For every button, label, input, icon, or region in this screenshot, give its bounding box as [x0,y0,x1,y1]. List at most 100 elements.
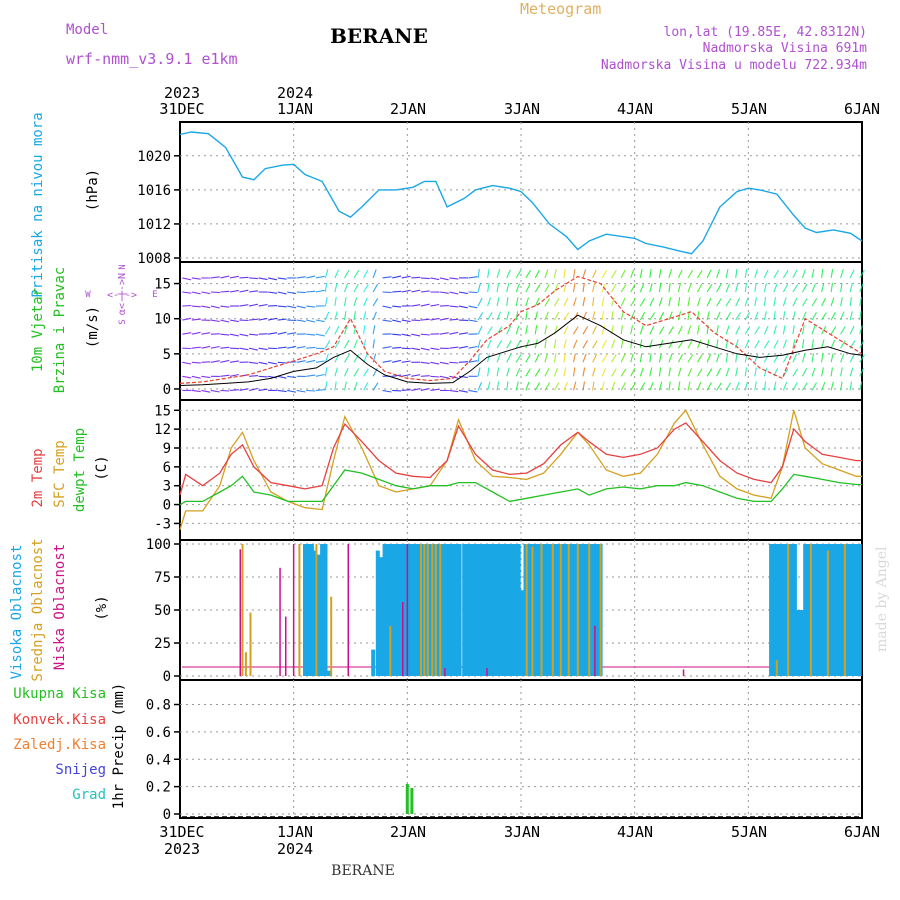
wind-barb [544,298,550,307]
wind-barb [744,269,748,278]
wind-barb [639,283,645,293]
cloud-bar-high [409,544,414,676]
wind-barb [630,353,634,363]
wind-barb [439,332,449,335]
wind-barbs [182,268,865,393]
wind-barb [343,297,347,307]
wind-barb [582,311,587,321]
wind-barb [411,304,421,307]
wind-barb [611,270,617,279]
wind-barb [735,353,738,363]
wind-barb [620,297,626,307]
wind-barb [582,340,588,349]
wind-barb [620,339,624,349]
wind-barb [477,325,483,335]
top-tick-31dec: 31DEC [159,100,204,118]
cloud-bar-high [323,544,328,676]
cloud-panel: 0 25 50 75 100 [146,537,863,685]
wind-barb [544,311,549,321]
wind-barb [334,367,338,377]
cloud-bar-mid [843,544,846,676]
wind-barb [744,311,751,321]
wind-barb [344,354,350,363]
wind-barb [630,269,635,279]
wind-barb [611,368,617,377]
wind-barb [553,382,560,391]
cloud-bar-mid [244,652,247,676]
wind-barb [553,339,557,349]
cloud-bar-mid [241,544,244,676]
model-name: wrf-nmm_v3.9.1 e1km [66,50,238,68]
pressure-ytick-label: 1012 [137,217,171,233]
wind-barb [525,270,531,279]
wind-barb [801,339,805,349]
wind-barb [582,353,587,363]
wind-barb [592,325,597,335]
wind-barb [630,368,636,377]
wind-barb [487,269,490,278]
wind-barb [735,325,741,335]
cloud-bar-high [792,544,797,676]
wind-barb [572,269,576,278]
wind-barb [782,283,789,293]
model-elevation-label: Nadmorska Visina u modelu 722.934m [601,58,867,73]
cloud-bar-high [830,544,835,676]
wind-barb [716,339,719,349]
wind-barb [324,381,328,391]
wind-barb [353,311,356,321]
wind-barb [582,381,586,391]
wind-barb [306,359,316,363]
wind-barb [553,298,560,307]
cloud-bar-mid [599,544,602,676]
wind-barb [563,367,567,377]
wind-barb [258,277,268,281]
cloud-bar-high [827,544,831,676]
wind-barb [849,283,853,293]
wind-barb [468,360,478,363]
wind-barb [353,368,360,377]
cloud-bar-high [509,544,514,676]
cloud-yticks: 0 25 50 75 100 [146,537,180,685]
wind-barb [267,317,278,321]
wind-barb [687,354,694,363]
wind-barb [821,367,824,377]
cloud-bar-high [544,544,548,676]
wind-barb [553,367,558,377]
cloud-label-low: Niska Oblacnost [52,544,68,670]
cloud-bar-high [403,544,408,676]
wind-barb [182,291,192,294]
wind-barb [287,375,297,379]
wind-barb [821,339,825,349]
wind-barb [439,361,449,365]
wind-barb [296,319,306,323]
wind-barb [735,268,738,278]
wind-barb [696,325,700,335]
wind-barb [601,381,605,391]
cloud-bar-mid [525,544,528,676]
cloud-bar-mid [567,544,570,676]
cloud-bar-mid [423,544,426,676]
wind-barb [201,291,211,295]
wind-barb [268,305,278,307]
wind-barb [287,332,297,335]
cloud-bar-high [503,544,508,676]
wind-barb [477,283,481,293]
wind-barb [802,298,808,307]
wind-barb [287,389,297,393]
wind-barb [534,353,540,363]
cloud-bar-high [564,544,569,676]
pressure-unit: (hPa) [85,169,101,211]
cloud-bar-mid [434,544,437,676]
wind-barb [449,291,459,295]
temp-yticks: -3 0 3 6 9 12 15 [154,403,180,532]
wind-barb [220,359,230,363]
wind-yticks: 0 5 10 15 [154,277,180,398]
cloud-bar-mid [540,544,543,676]
wind-barb [668,297,672,307]
bottom-tick-1jan: 1JAN [277,823,313,841]
wind-barb [544,353,548,363]
cloud-bar-high [513,544,518,676]
wind-barb [563,283,567,293]
cloud-bar-low [682,669,685,676]
cloud-bar-high [413,544,418,676]
